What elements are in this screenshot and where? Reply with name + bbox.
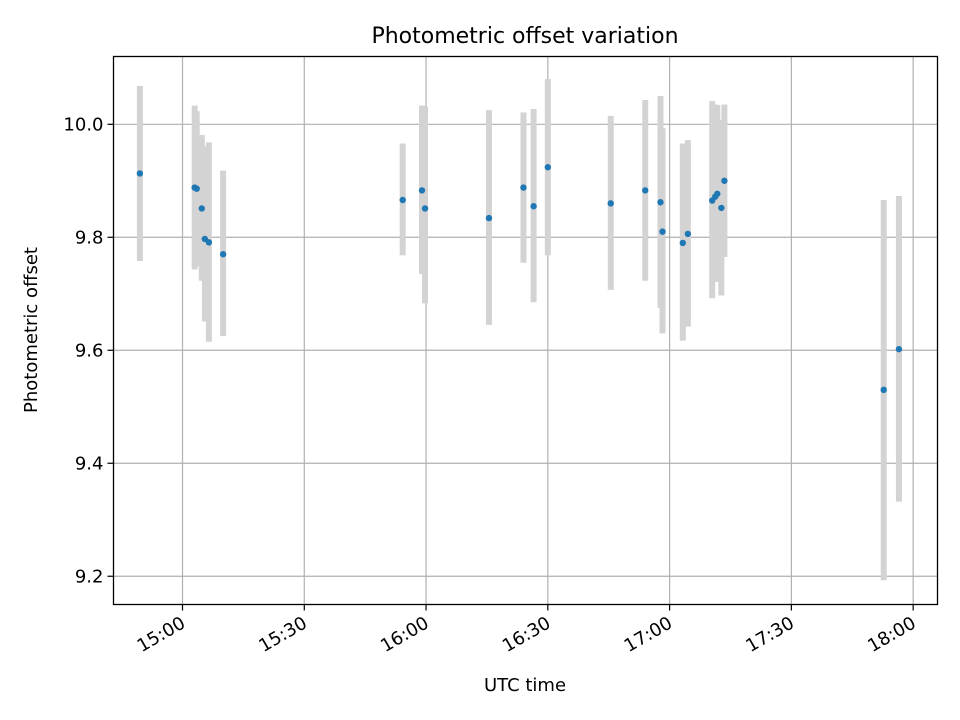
data-point bbox=[880, 386, 887, 394]
data-point bbox=[642, 187, 649, 194]
y-tick-label: 10.0 bbox=[63, 114, 103, 135]
data-point bbox=[895, 345, 903, 353]
data-point bbox=[530, 203, 537, 210]
data-point bbox=[657, 199, 664, 206]
data-point bbox=[485, 214, 493, 222]
data-point bbox=[718, 204, 725, 212]
data-point bbox=[679, 239, 686, 247]
data-point bbox=[421, 205, 429, 212]
chart-title: Photometric offset variation bbox=[371, 24, 678, 49]
data-point bbox=[714, 190, 721, 197]
data-point bbox=[418, 187, 426, 194]
data-point bbox=[544, 164, 552, 171]
data-point bbox=[193, 185, 200, 192]
y-axis-ticks: 9.2 9.4 9.6 9.8 10.0 bbox=[63, 114, 114, 587]
data-point bbox=[205, 239, 213, 246]
data-point bbox=[684, 230, 692, 238]
plot-frame bbox=[112, 55, 939, 606]
y-tick-label: 9.2 bbox=[75, 566, 104, 587]
data-point bbox=[136, 170, 144, 177]
data-point bbox=[219, 251, 227, 258]
y-tick-label: 9.6 bbox=[75, 340, 104, 361]
y-axis-label: Photometric offset bbox=[21, 247, 42, 413]
y-tick-label: 9.8 bbox=[75, 227, 104, 248]
data-point bbox=[607, 200, 614, 207]
data-point bbox=[520, 184, 527, 191]
data-point bbox=[721, 177, 728, 184]
data-point bbox=[198, 205, 205, 212]
x-axis-label: UTC time bbox=[484, 675, 566, 696]
data-points bbox=[136, 164, 903, 394]
y-tick-label: 9.4 bbox=[75, 453, 104, 474]
data-point bbox=[659, 228, 666, 235]
data-point bbox=[399, 196, 406, 204]
